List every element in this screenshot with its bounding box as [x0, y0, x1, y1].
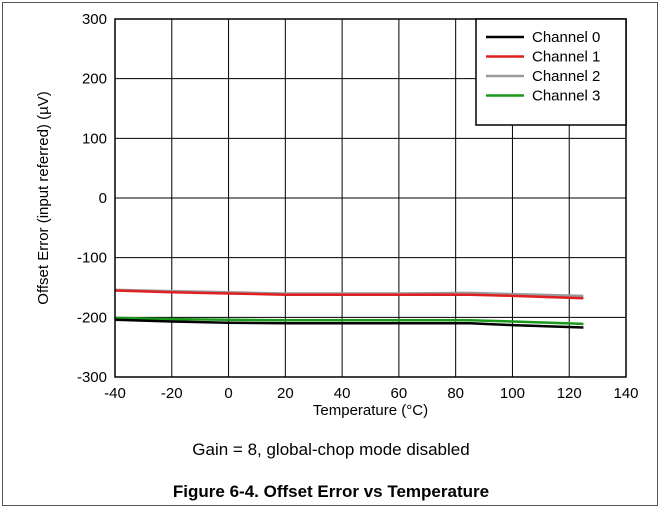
y-tick-label: 300 [82, 11, 107, 28]
y-tick-label: -100 [77, 250, 107, 267]
x-tick-label: 80 [447, 385, 464, 402]
x-tick-label: 40 [334, 385, 351, 402]
legend-label-channel-0: Channel 0 [532, 29, 600, 46]
x-tick-label: -40 [104, 385, 126, 402]
legend-label-channel-1: Channel 1 [532, 49, 600, 66]
x-tick-label: -20 [161, 385, 183, 402]
y-tick-label: 200 [82, 71, 107, 88]
y-tick-label: 100 [82, 130, 107, 147]
series-line-channel-1 [114, 289, 584, 300]
y-tick-label: -200 [77, 309, 107, 326]
x-tick-label: 120 [557, 385, 582, 402]
legend-label-channel-3: Channel 3 [532, 88, 600, 105]
chart-note: Gain = 8, global-chop mode disabled [192, 440, 470, 459]
x-tick-label: 20 [277, 385, 294, 402]
series-line-channel-3 [114, 316, 584, 326]
x-tick-labels: -40 -20 0 20 40 60 80 100 120 140 [104, 385, 638, 402]
offset-error-chart: -40 -20 0 20 40 60 80 100 120 140 3002001000-100-… [35, 11, 639, 419]
chart-legend: Channel 0 Channel 1 Channel 2 Channel 3 [475, 18, 627, 126]
x-tick-label: 60 [391, 385, 408, 402]
y-tick-label: 0 [99, 190, 107, 207]
plot-area [114, 18, 627, 378]
figure-caption: Figure 6-4. Offset Error vs Temperature [172, 482, 490, 501]
x-tick-label: 0 [224, 385, 232, 402]
y-tick-labels: 300 200 100 0 -100 -200 -300 [77, 11, 107, 386]
x-tick-label: 100 [500, 385, 525, 402]
x-tick-label: 140 [613, 385, 638, 402]
chart-series [114, 288, 584, 329]
y-axis-label: Offset Error (input referred) (µV) [35, 91, 52, 304]
legend-label-channel-2: Channel 2 [532, 68, 600, 85]
x-axis-label: Temperature (°C) [313, 402, 428, 419]
y-tick-label: -300 [77, 369, 107, 386]
series-line-channel-0 [114, 318, 584, 329]
